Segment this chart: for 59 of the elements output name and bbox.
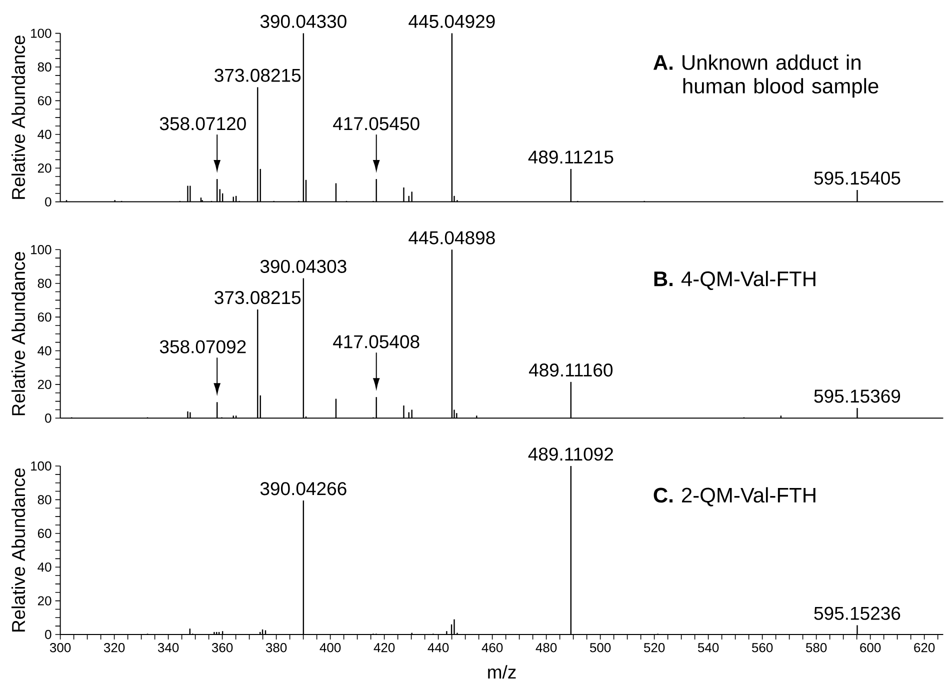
annotation: 595.15369 (814, 390, 900, 403)
y-axis-title: Relative Abundance (11, 468, 26, 632)
y-tick-label: 100 (31, 461, 52, 471)
annotation: 445.04898 (408, 231, 495, 244)
y-tick-label: 100 (31, 28, 52, 38)
x-tick-label: 620 (914, 643, 935, 652)
x-tick-label: 400 (320, 643, 341, 652)
annotation: 417.05450 (333, 117, 420, 130)
annotation: 358.07092 (160, 340, 246, 354)
y-tick-label: 0 (45, 630, 52, 640)
x-tick-label: 520 (644, 643, 665, 652)
x-tick-label: 460 (482, 643, 503, 652)
y-tick-label: 60 (38, 528, 52, 538)
y-tick-label: 60 (38, 312, 52, 322)
x-tick-label: 420 (374, 643, 395, 652)
text: C. 2-QM-Val-FTH (654, 487, 816, 506)
y-tick-label: 0 (45, 197, 52, 206)
annotation: 595.15405 (814, 172, 900, 185)
y-axis-title: Relative Abundance (11, 252, 26, 416)
x-tick-label: 540 (698, 643, 719, 652)
annotation: 373.08215 (214, 68, 301, 82)
y-tick-label: 20 (38, 596, 52, 606)
x-tick-label: 440 (428, 643, 449, 652)
y-tick-label: 40 (38, 346, 52, 356)
x-tick-label: 500 (590, 643, 611, 652)
annotation: 489.11215 (528, 150, 614, 164)
annotation: 489.11092 (528, 448, 614, 461)
x-tick-label: 380 (266, 643, 287, 652)
annotation: 489.11160 (528, 363, 613, 377)
x-axis-title: m/z (488, 665, 516, 679)
y-tick-label: 20 (38, 380, 52, 390)
y-tick-label: 0 (45, 414, 52, 423)
y-tick-label: 20 (38, 163, 52, 173)
y-tick-label: 40 (38, 130, 52, 139)
x-tick-label: 480 (536, 643, 557, 652)
annotation: 390.04330 (260, 14, 346, 28)
y-tick-label: 100 (31, 245, 52, 254)
annotation: 358.07120 (160, 117, 246, 130)
y-tick-label: 60 (38, 96, 52, 106)
x-tick-label: 340 (158, 643, 179, 652)
annotation: 390.04266 (260, 482, 346, 496)
x-tick-label: 360 (212, 643, 233, 652)
annotation: 417.05408 (333, 335, 420, 348)
x-tick-label: 580 (806, 643, 827, 652)
x-tick-label: 560 (752, 643, 773, 652)
y-tick-label: 80 (38, 495, 52, 504)
x-tick-label: 300 (50, 643, 71, 652)
text: A. Unknown adduct in human blood sample (653, 54, 878, 98)
y-tick-label: 80 (38, 62, 52, 72)
y-tick-label: 80 (38, 278, 52, 288)
annotation: 445.04929 (408, 14, 495, 28)
x-tick-label: 600 (860, 643, 881, 652)
y-tick-label: 40 (38, 562, 52, 572)
x-tick-label: 320 (104, 643, 125, 652)
text: B. 4-QM-Val-FTH (654, 270, 816, 290)
y-axis-title: Relative Abundance (11, 36, 26, 199)
annotation: 373.08215 (214, 291, 301, 304)
annotation: 390.04303 (260, 260, 346, 273)
annotation: 595.15236 (814, 606, 900, 620)
